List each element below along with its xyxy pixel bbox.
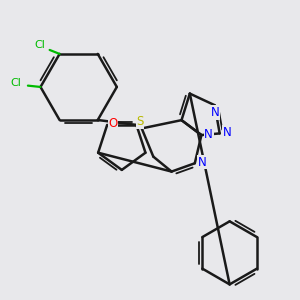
Text: O: O (109, 117, 118, 130)
Text: Cl: Cl (11, 78, 22, 88)
Text: S: S (136, 115, 144, 128)
Text: N: N (211, 106, 220, 119)
Text: Cl: Cl (34, 40, 45, 50)
Text: N: N (204, 128, 213, 141)
Text: N: N (198, 156, 206, 169)
Text: N: N (223, 126, 231, 139)
